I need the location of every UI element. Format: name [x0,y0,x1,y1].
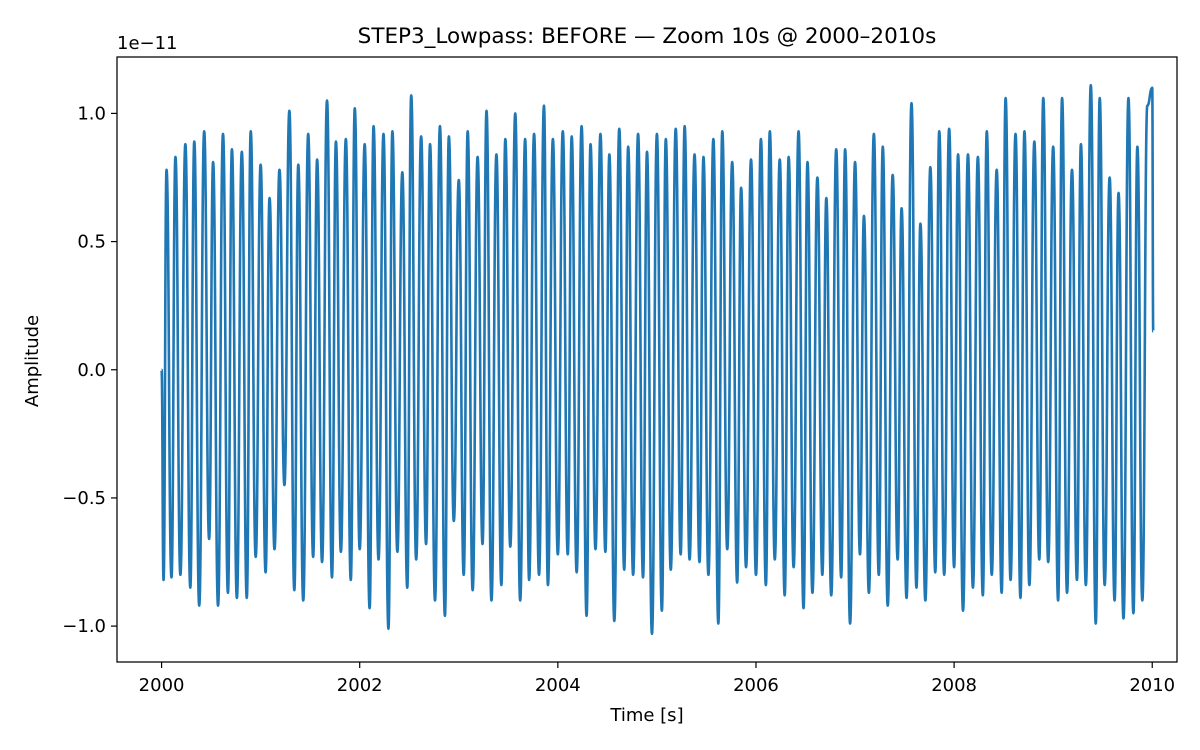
y-tick-label: 1.0 [77,103,106,124]
x-tick-label: 2002 [337,675,383,696]
x-tick-label: 2000 [139,675,185,696]
axes-frame [116,56,1178,663]
x-tick-label: 2010 [1129,675,1175,696]
y-tick-label: −1.0 [62,616,106,637]
y-axis-offset-label: 1e−11 [117,33,178,54]
signal-line [160,83,1155,636]
x-tick-label: 2006 [733,675,779,696]
y-axis: −1.0 −0.5 0.0 0.5 1.0 [62,103,117,637]
x-axis-label: Time [s] [609,705,683,726]
x-tick-label: 2008 [931,675,977,696]
x-axis: 2000 2002 2004 2006 2008 2010 [139,662,1175,696]
y-tick-label: −0.5 [62,488,106,509]
chart-title: STEP3_Lowpass: BEFORE — Zoom 10s @ 2000–… [358,24,937,49]
plot-area [160,83,1155,636]
y-tick-label: 0.5 [77,232,106,253]
x-tick-label: 2004 [535,675,581,696]
y-tick-label: 0.0 [77,360,106,381]
y-axis-label: Amplitude [22,315,43,407]
